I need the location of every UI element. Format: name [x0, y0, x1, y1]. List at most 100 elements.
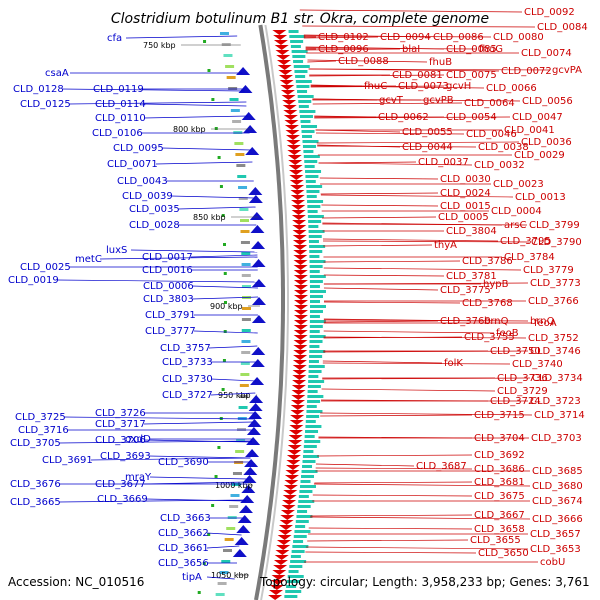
gene-label-plus: folK — [444, 358, 463, 369]
plus-feature-bar — [299, 490, 313, 493]
plus-gene-arrow — [292, 380, 307, 385]
minus-feature-bar — [227, 516, 237, 519]
gene-label-plus: CLD_3779 — [523, 265, 574, 276]
plus-leader — [317, 454, 473, 457]
plus-leader — [308, 68, 500, 72]
plus-gene-arrow — [286, 455, 301, 460]
gene-label-minus: CLD_3661 — [158, 543, 209, 554]
minus-leader — [155, 161, 253, 165]
minus-feature-bar — [240, 219, 250, 222]
plus-gene-arrow — [269, 585, 284, 590]
minus-small-marker — [203, 40, 207, 43]
plus-feature-bar — [309, 340, 323, 343]
gene-label-plus: CLD_3790 — [531, 237, 582, 248]
minus-feature-bar — [230, 109, 240, 112]
gene-label-plus: CLD_3658 — [474, 524, 525, 535]
gene-label-plus: CLD_0047 — [512, 112, 563, 123]
plus-gene-arrow — [293, 290, 308, 295]
minus-feature-bar — [241, 307, 251, 310]
plus-feature-bar — [309, 320, 326, 323]
plus-leader-lines — [299, 9, 551, 563]
plus-leader — [323, 330, 495, 334]
plus-feature-bar — [297, 510, 308, 513]
plus-gene-arrow — [291, 205, 306, 210]
plus-gene-arrow — [293, 280, 308, 285]
minus-feature-bar — [237, 417, 247, 420]
gene-label-plus: CLD_0092 — [524, 7, 575, 18]
plus-feature-bar — [305, 430, 319, 433]
plus-feature-bar — [295, 75, 306, 78]
gene-label-minus: CLD_3725 — [15, 412, 66, 423]
gene-label-plus: CLD_0086 — [433, 32, 484, 43]
gene-label-minus: CLD_0028 — [129, 220, 180, 231]
minus-feature-bar — [223, 549, 233, 552]
ruler-tick: 850 kbp — [193, 213, 259, 222]
plus-gene-arrow — [273, 40, 288, 45]
minus-feature-bar — [240, 230, 250, 233]
gene-label-plus: CLD_0075 — [446, 70, 497, 81]
gene-label-plus: CLD_3724 — [490, 396, 541, 407]
plus-feature-bar — [296, 85, 310, 88]
plus-feature-bar — [289, 565, 303, 568]
plus-leader — [308, 527, 473, 530]
gene-label-plus: CLD_3650 — [478, 548, 529, 559]
plus-gene-arrow — [283, 115, 298, 120]
gene-label-plus: CLD_0023 — [493, 179, 544, 190]
plus-leader — [317, 145, 477, 148]
minus-small-marker — [223, 272, 227, 275]
plus-leader — [315, 463, 415, 467]
plus-feature-bar — [304, 440, 321, 443]
minus-feature-bar — [219, 571, 229, 574]
plus-feature-bar — [285, 590, 302, 593]
plus-feature-bar — [306, 415, 320, 418]
plus-leader — [310, 85, 485, 89]
plus-leader — [323, 267, 522, 271]
minus-small-marker — [221, 214, 225, 217]
plus-leader — [312, 494, 473, 497]
plus-leader — [323, 274, 445, 277]
plus-feature-bar — [301, 470, 318, 473]
plus-gene-arrow — [293, 275, 308, 280]
genome-backbone — [254, 24, 289, 600]
plus-gene-arrow — [292, 230, 307, 235]
gene-label-plus: gcvT — [379, 95, 404, 106]
plus-gene-arrow — [290, 185, 305, 190]
plus-feature-bar — [302, 135, 313, 138]
plus-feature-bar — [297, 505, 311, 508]
ruler-tick-label: 750 kbp — [143, 41, 176, 50]
minus-gene-arrow — [251, 315, 266, 323]
plus-gene-arrow — [293, 260, 308, 265]
plus-feature-bar — [299, 110, 316, 113]
gene-label-plus: CLD_3729 — [497, 386, 548, 397]
minus-gene-arrow — [232, 549, 247, 557]
plus-gene-arrow — [276, 545, 291, 550]
gene-label-plus: CLD_3715 — [474, 410, 525, 421]
plus-gene-arrow — [292, 235, 307, 240]
gene-label-minus: CLD_3665 — [10, 497, 61, 508]
gene-label-plus: CLD_3681 — [474, 477, 525, 488]
gene-label-plus: thyA — [434, 240, 457, 251]
plus-leader — [323, 244, 433, 247]
gene-label-plus: gcvH — [446, 81, 471, 92]
plus-gene-arrow — [291, 390, 306, 395]
gene-label-plus: CLD_0064 — [464, 98, 515, 109]
plus-gene-arrow — [282, 495, 297, 500]
plus-feature-bar — [290, 40, 304, 43]
plus-leader — [323, 260, 461, 263]
gene-label-minus: CLD_3669 — [97, 494, 148, 505]
minus-gene-arrow — [250, 377, 265, 385]
gene-label-plus: CLD_3775 — [440, 285, 491, 296]
plus-leader — [314, 481, 473, 484]
gene-label-minus: CLD_0019 — [8, 275, 59, 286]
gene-label-plus: CLD_3773 — [530, 278, 581, 289]
gene-label-plus: CLD_3766 — [528, 296, 579, 307]
gene-label-plus: CLD_0102 — [318, 32, 369, 43]
plus-feature-bar — [286, 585, 297, 588]
plus-feature-bar — [306, 195, 317, 198]
plus-feature-bar — [307, 215, 324, 218]
plus-gene-arrow — [283, 490, 298, 495]
minus-leader — [190, 254, 258, 258]
minus-gene-arrow — [240, 495, 255, 503]
minus-feature-bar — [241, 329, 251, 332]
